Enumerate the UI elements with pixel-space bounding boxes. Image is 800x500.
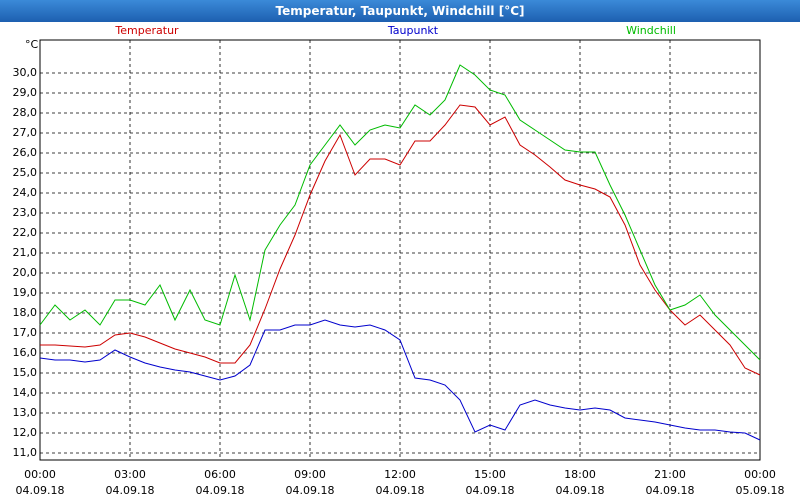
x-tick-label: 18:00 [564, 468, 596, 481]
x-tick-date: 04.09.18 [646, 484, 695, 497]
x-tick-date: 04.09.18 [286, 484, 335, 497]
y-tick-label: 27,0 [13, 126, 38, 139]
x-tick-date: 04.09.18 [556, 484, 605, 497]
y-tick-label: 22,0 [13, 226, 38, 239]
x-tick-label: 12:00 [384, 468, 416, 481]
y-tick-label: 23,0 [13, 206, 38, 219]
y-tick-label: 30,0 [13, 66, 38, 79]
legend-label: Windchill [626, 24, 676, 37]
y-tick-label: 15,0 [13, 366, 38, 379]
y-tick-label: 19,0 [13, 286, 38, 299]
series-line [39, 319, 761, 441]
x-tick-label: 00:00 [744, 468, 776, 481]
chart: °C 11,0 12,0 13,0 14,0 15,0 16,0 17,0 18,0 19,0 2… [13, 24, 785, 497]
x-tick-label: 03:00 [114, 468, 146, 481]
y-tick-label: 20,0 [13, 266, 38, 279]
x-tick-label: 21:00 [654, 468, 686, 481]
y-tick-label: 28,0 [13, 106, 38, 119]
y-tick-label: 26,0 [13, 146, 38, 159]
y-tick-label: 17,0 [13, 326, 38, 339]
y-tick-label: 24,0 [13, 186, 38, 199]
x-tick-date: 04.09.18 [466, 484, 515, 497]
y-tick-label: 14,0 [13, 386, 38, 399]
legend-label: Temperatur [114, 24, 179, 37]
series-line [39, 64, 761, 361]
y-tick-label: 25,0 [13, 166, 38, 179]
y-tick-label: 12,0 [13, 426, 38, 439]
y-unit: °C [25, 38, 39, 51]
y-tick-label: 16,0 [13, 346, 38, 359]
y-tick-label: 11,0 [13, 446, 38, 459]
x-tick-label: 06:00 [204, 468, 236, 481]
x-tick-date: 04.09.18 [16, 484, 65, 497]
x-tick-label: 00:00 [24, 468, 56, 481]
x-tick-date: 04.09.18 [376, 484, 425, 497]
y-tick-label: 18,0 [13, 306, 38, 319]
x-tick-date: 05.09.18 [736, 484, 785, 497]
x-tick-label: 09:00 [294, 468, 326, 481]
y-tick-label: 21,0 [13, 246, 38, 259]
title-bar: Temperatur, Taupunkt, Windchill [°C] [0, 0, 800, 22]
x-tick-date: 04.09.18 [196, 484, 245, 497]
legend-label: Taupunkt [387, 24, 439, 37]
x-tick-date: 04.09.18 [106, 484, 155, 497]
x-tick-label: 15:00 [474, 468, 506, 481]
series-line [40, 104, 761, 376]
y-tick-label: 13,0 [13, 406, 38, 419]
y-tick-label: 29,0 [13, 86, 38, 99]
